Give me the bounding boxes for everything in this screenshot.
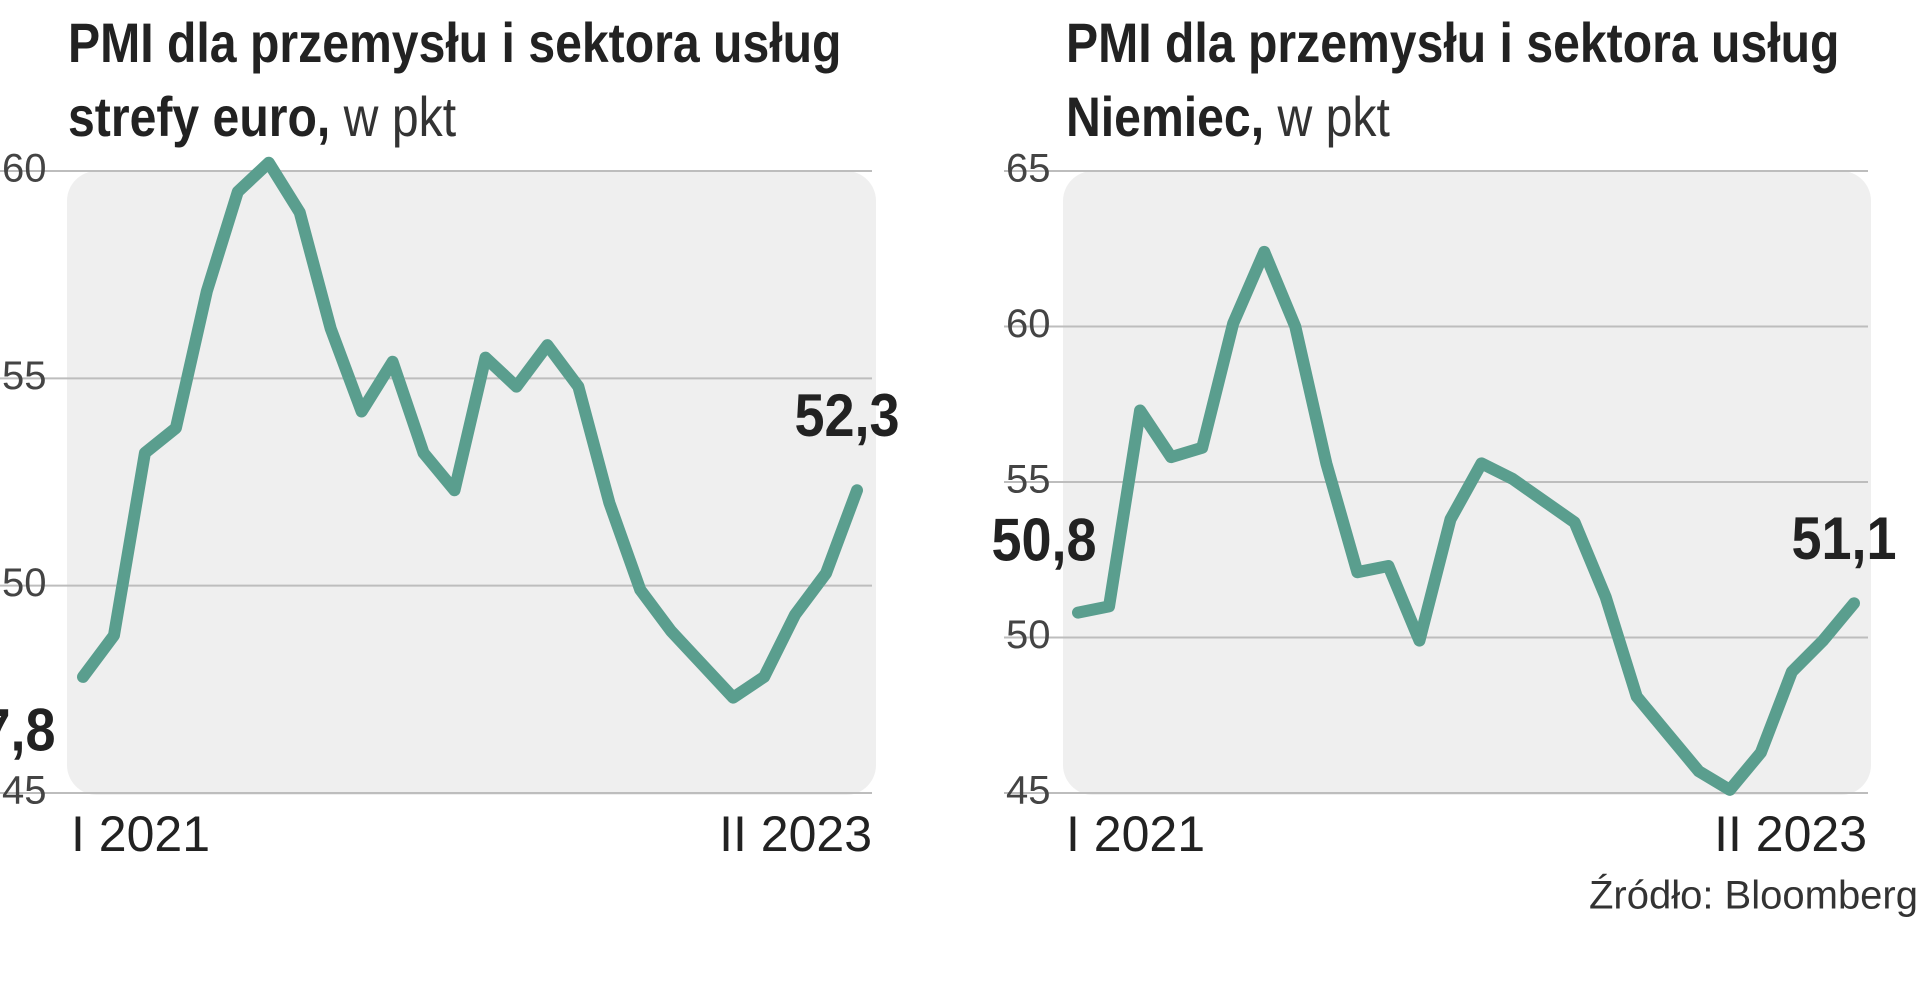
value-label: 51,1: [1791, 506, 1896, 573]
y-tick-label: 50: [2, 561, 47, 605]
line: [1072, 245, 1860, 796]
value-label: 47,8: [0, 697, 56, 764]
line: [77, 156, 863, 704]
unit: w pkt: [1277, 85, 1390, 148]
source: Źródło: Bloomberg: [1589, 873, 1918, 918]
x-tick-label: I 2021: [1066, 806, 1205, 862]
chart-title: PMI dla przemysłu i sektora usług Niemie…: [1066, 6, 1920, 154]
x-tick-label: II 2023: [719, 806, 872, 862]
y-tick-label: 60: [2, 147, 47, 191]
title-text: PMI dla przemysłu i sektora usług Niemie…: [1066, 11, 1840, 148]
y-tick-label: 45: [1006, 769, 1051, 813]
x-tick-label: II 2023: [1714, 806, 1867, 862]
y-tick-label: 60: [1006, 302, 1051, 346]
chart-title: PMI dla przemysłu i sektora usług strefy…: [68, 6, 928, 154]
y-tick-label: 55: [2, 354, 47, 398]
y-tick-label: 55: [1006, 458, 1051, 502]
y-tick-label: 50: [1006, 613, 1051, 657]
y-tick-label: 45: [2, 769, 47, 813]
plot-background: [67, 171, 876, 795]
y-tick-label: 65: [1006, 147, 1051, 191]
x-tick-label: I 2021: [71, 806, 210, 862]
value-label: 50,8: [991, 507, 1096, 574]
unit: w pkt: [343, 85, 457, 148]
title-text: PMI dla przemysłu i sektora usług strefy…: [68, 11, 842, 148]
value-label: 52,3: [794, 383, 899, 450]
